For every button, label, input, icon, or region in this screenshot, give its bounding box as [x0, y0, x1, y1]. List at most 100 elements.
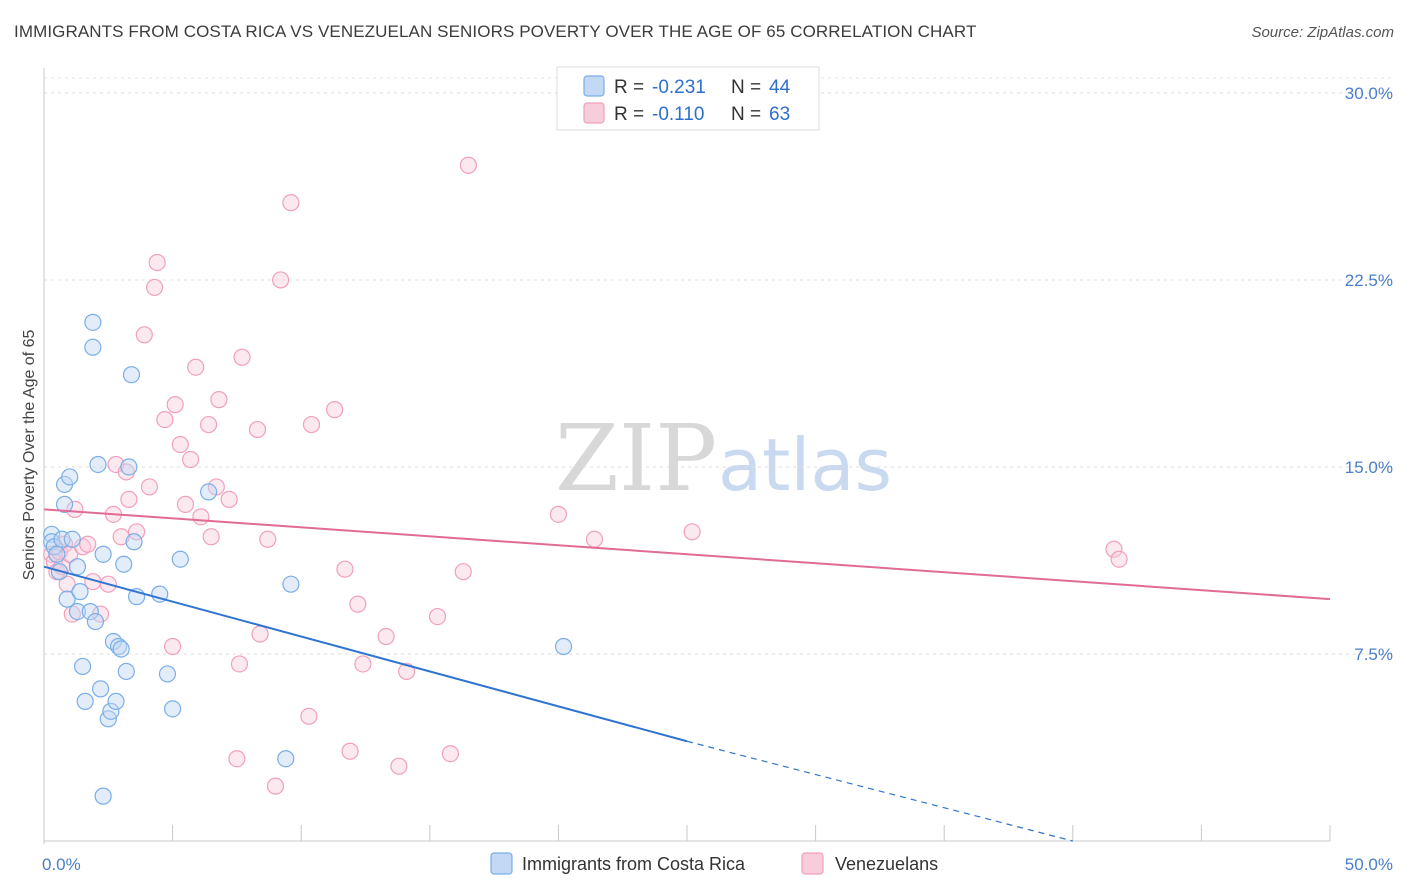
venezuelans-point — [354, 655, 372, 673]
costa-rica-point — [73, 657, 92, 676]
costa-rica-point — [84, 313, 102, 331]
correlation-legend: R = -0.231 N = 44 R = -0.110 N = 63 — [556, 66, 820, 131]
costa-rica-point — [115, 555, 133, 573]
venezuelans-point — [176, 495, 195, 513]
venezuelans-point — [377, 627, 395, 646]
costa-rica-point — [76, 692, 94, 710]
venezuelans-point — [683, 523, 701, 541]
venezuelans-point — [220, 490, 238, 508]
venezuelans-point — [148, 253, 166, 272]
venezuelans-point — [266, 777, 285, 795]
costa-rica-point — [277, 750, 295, 768]
legend-r-label-2: R = — [614, 104, 644, 125]
costa-rica-point — [81, 602, 99, 621]
venezuelans-point — [112, 528, 130, 546]
costa-rica-point — [117, 662, 135, 681]
venezuelans-point — [182, 450, 200, 469]
costa-rica-point — [282, 575, 300, 593]
venezuelans-point — [171, 435, 189, 454]
costa-rica-point — [112, 640, 130, 658]
venezuelans-point — [459, 156, 477, 174]
costa-rica-point — [554, 637, 573, 656]
venezuelans-point — [272, 271, 290, 289]
legend-n-value-2: 63 — [769, 104, 790, 125]
legend-swatch-costa-rica — [583, 75, 605, 97]
y-tick-label-1: 15.0% — [1345, 458, 1393, 477]
costa-rica-point — [84, 338, 102, 356]
venezuelans-point — [210, 391, 228, 409]
costa-rica-point — [94, 545, 112, 563]
gridlines — [44, 77, 1392, 655]
venezuelans-point — [117, 463, 135, 481]
costa-rica-point — [89, 455, 107, 474]
venezuelans-point — [1110, 550, 1128, 568]
costa-rica-trend-line — [43, 565, 688, 743]
costa-rica-point — [94, 787, 112, 805]
bottom-legend-swatch-costa-rica — [490, 852, 513, 875]
costa-rica-point — [158, 665, 177, 683]
costa-rica-point — [120, 458, 138, 476]
y-tick-label-2: 22.5% — [1345, 271, 1393, 290]
venezuelans-point — [233, 348, 251, 366]
watermark-zip: ZIP — [555, 405, 717, 512]
venezuelans-point — [549, 505, 568, 523]
venezuelans-point — [282, 194, 300, 212]
venezuelans-point — [166, 396, 184, 414]
y-tick-labels: 7.5% 15.0% 22.5% 30.0% — [1345, 84, 1393, 664]
chart-title: IMMIGRANTS FROM COSTA RICA VS VENEZUELAN… — [14, 22, 977, 41]
venezuelans-point — [585, 530, 604, 548]
legend-swatch-venezuelans — [583, 102, 605, 124]
costa-rica-point — [122, 366, 141, 384]
costa-rica-point — [68, 602, 87, 621]
venezuelans-point — [135, 326, 153, 344]
trend-lines — [43, 508, 1331, 842]
venezuelans-point — [79, 535, 97, 553]
costa-rica-point — [107, 692, 125, 710]
venezuelans-point — [120, 490, 138, 508]
x-tick-label-1: 50.0% — [1345, 855, 1393, 874]
venezuelans-point — [140, 478, 159, 496]
venezuelans-point — [228, 750, 246, 768]
venezuelans-point — [326, 401, 344, 419]
legend-n-value-1: 44 — [769, 77, 791, 98]
costa-rica-point — [86, 612, 105, 631]
venezuelans-point — [200, 415, 218, 434]
costa-rica-points — [43, 313, 573, 805]
costa-rica-point — [125, 533, 143, 551]
venezuelans-point — [248, 420, 267, 439]
y-axis-label: Seniors Poverty Over the Age of 65 — [21, 330, 38, 581]
source-label: Source: ZipAtlas.com — [1251, 24, 1394, 41]
x-tick-labels: 0.0% 50.0% — [42, 855, 1393, 874]
venezuelans-point — [192, 508, 210, 526]
costa-rica-point — [102, 702, 120, 720]
costa-rica-point — [61, 468, 79, 486]
venezuelans-point — [259, 530, 277, 548]
venezuelans-point — [156, 410, 174, 429]
venezuelans-point — [145, 278, 164, 297]
y-tick-label-3: 30.0% — [1345, 84, 1393, 103]
venezuelans-point — [202, 528, 220, 546]
costa-rica-point — [109, 637, 128, 656]
bottom-legend-label-costa-rica: Immigrants from Costa Rica — [522, 854, 746, 874]
venezuelans-point — [66, 500, 84, 518]
costa-rica-point — [71, 583, 89, 601]
costa-rica-point — [151, 585, 169, 603]
costa-rica-point — [91, 680, 110, 698]
venezuelans-point — [61, 545, 79, 563]
costa-rica-point — [68, 558, 87, 576]
legend-r-value-2: -0.110 — [652, 104, 704, 125]
costa-rica-point — [55, 495, 74, 513]
venezuelans-point — [441, 745, 459, 763]
venezuelans-point — [302, 415, 321, 434]
venezuelans-point — [300, 707, 318, 725]
bottom-legend-label-venezuelans: Venezuelans — [835, 854, 938, 874]
costa-rica-point — [200, 483, 218, 501]
venezuelans-point — [341, 742, 359, 760]
venezuelans-point — [454, 563, 472, 581]
bottom-legend-swatch-venezuelans — [801, 852, 824, 875]
axes — [43, 68, 1331, 844]
costa-rica-point — [171, 550, 189, 568]
venezuelans-point — [164, 637, 182, 656]
venezuelans-point — [428, 607, 447, 626]
